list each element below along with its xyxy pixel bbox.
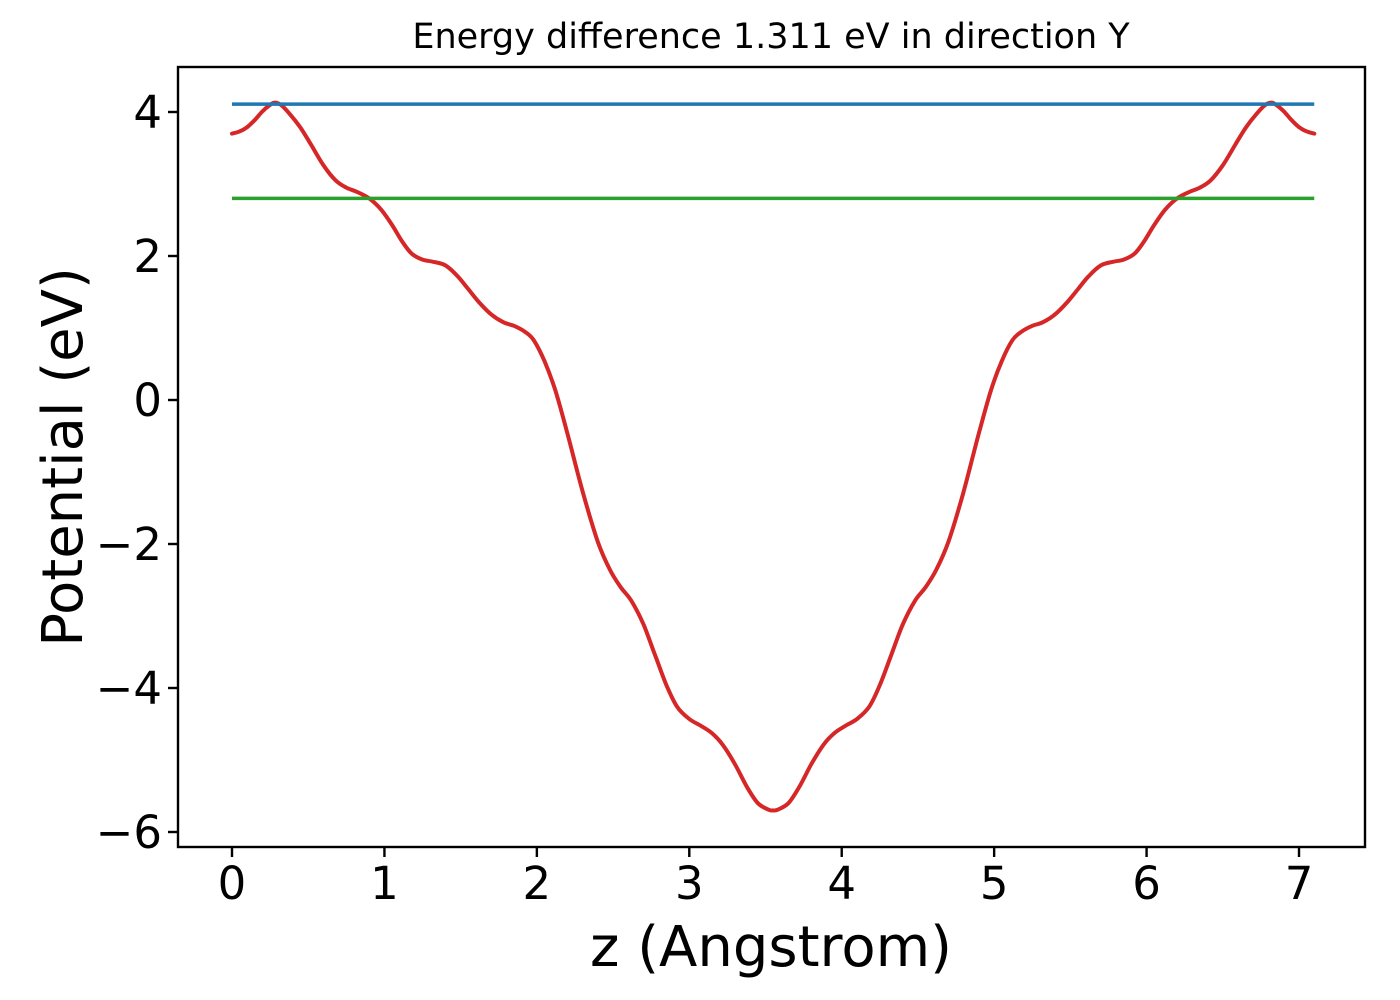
x-tick-label: 0 bbox=[218, 857, 247, 910]
y-axis-label: Potential (eV) bbox=[31, 267, 96, 647]
y-tick-label: −4 bbox=[96, 662, 162, 715]
y-tick-label: 0 bbox=[133, 374, 162, 427]
x-axis-label: z (Angstrom) bbox=[590, 915, 952, 980]
y-tick-label: 2 bbox=[133, 230, 162, 283]
x-tick-label: 5 bbox=[980, 857, 1009, 910]
x-tick-label: 4 bbox=[827, 857, 856, 910]
chart-title: Energy difference 1.311 eV in direction … bbox=[412, 17, 1130, 57]
x-tick-label: 3 bbox=[675, 857, 704, 910]
x-tick-label: 7 bbox=[1285, 857, 1314, 910]
y-tick-label: −6 bbox=[96, 806, 162, 859]
y-axis-ticks: 4 2 0 −2 −4 −6 bbox=[96, 86, 178, 859]
y-tick-label: 4 bbox=[133, 86, 162, 139]
x-axis-ticks: 0 1 2 3 4 5 6 7 bbox=[218, 847, 1314, 910]
series-group bbox=[230, 100, 1317, 813]
potential-curve bbox=[230, 100, 1317, 813]
y-tick-label: −2 bbox=[96, 518, 162, 571]
x-tick-label: 1 bbox=[370, 857, 399, 910]
x-tick-label: 2 bbox=[523, 857, 552, 910]
x-tick-label: 6 bbox=[1132, 857, 1161, 910]
plot-area bbox=[176, 65, 1367, 849]
